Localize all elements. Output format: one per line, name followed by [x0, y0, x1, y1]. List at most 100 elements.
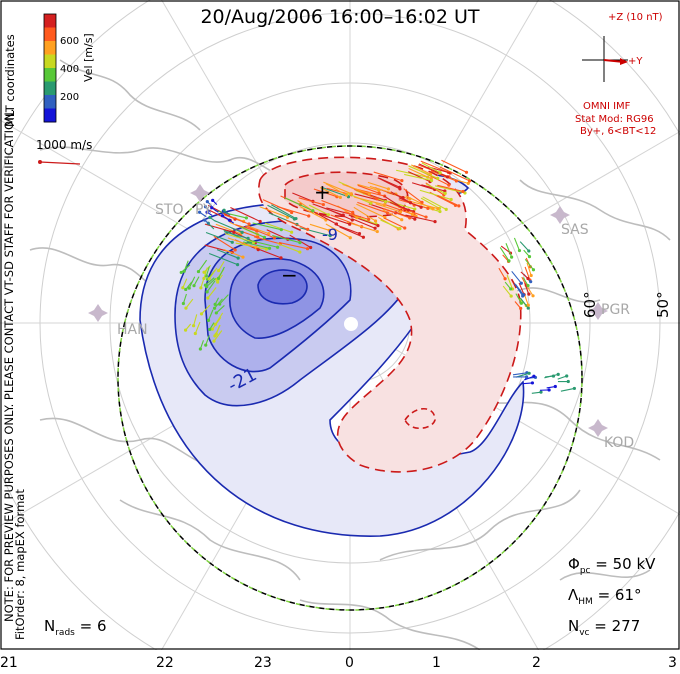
velocity-vector-origin [526, 306, 530, 310]
velocity-vector-origin [187, 286, 191, 290]
velocity-vector-origin [214, 311, 218, 315]
velocity-vector-origin [258, 219, 262, 224]
velocity-vector-origin [348, 222, 352, 226]
velocity-vector [198, 259, 208, 272]
velocity-vector [285, 219, 308, 230]
velocity-vector-origin [376, 224, 380, 228]
velocity-vector-origin [183, 328, 188, 332]
velocity-vector-origin [355, 216, 359, 220]
velocity-vector-origin [373, 226, 377, 230]
velocity-vector [354, 196, 385, 206]
velocity-vector-origin [216, 280, 220, 284]
velocity-vector [318, 213, 350, 225]
station-label-han: HAN [117, 322, 148, 338]
velocity-vector-origin [227, 218, 231, 222]
velocity-vector-origin [205, 200, 209, 204]
velocity-vector-origin [433, 220, 437, 224]
velocity-vector-origin [527, 249, 531, 253]
velocity-vector [375, 203, 401, 213]
velocity-vector-origin [524, 375, 529, 379]
velocity-vector [544, 373, 559, 379]
velocity-vector-origin [344, 193, 349, 197]
velocity-vector-origin [375, 197, 379, 201]
velocity-vector [259, 206, 288, 218]
velocity-vector-origin [349, 192, 353, 196]
velocity-vector-origin [507, 259, 511, 263]
velocity-vector-origin [290, 210, 294, 215]
velocity-vector-origin [373, 219, 378, 223]
velocity-vector-origin [179, 270, 183, 275]
velocity-vector-origin [210, 327, 214, 331]
velocity-vector-origin [246, 236, 250, 240]
velocity-vector [382, 207, 410, 219]
velocity-vector [373, 171, 403, 182]
velocity-vector [249, 239, 278, 248]
velocity-vector-origin [217, 269, 221, 273]
velocity-vector [352, 218, 376, 229]
imf-clock [582, 36, 628, 82]
stat-lambda-value: = 61° [597, 586, 642, 604]
velocity-vector-origin [443, 191, 447, 195]
velocity-vector [519, 241, 530, 252]
station-label-sas: SAS [561, 222, 589, 238]
mlt-label-0: 0 [345, 655, 354, 671]
velocity-vector [384, 217, 405, 229]
velocity-vector-origin [309, 245, 313, 250]
velocity-vector-origin [290, 230, 294, 234]
velocity-vector [515, 293, 522, 304]
velocity-vector-origin [400, 179, 404, 183]
velocity-vector-origin [198, 210, 202, 214]
velocity-vector-origin [240, 230, 244, 234]
station-label-pgr: PGR [601, 302, 630, 318]
velocity-vector [339, 226, 364, 238]
velocity-vector-origin [192, 324, 196, 328]
velocity-vector-origin [198, 347, 202, 351]
velocity-vector-origin [182, 269, 186, 273]
velocity-vector [426, 183, 446, 194]
velocity-vector-origin [449, 197, 453, 202]
velocity-vector [396, 211, 416, 220]
velocity-vector-origin [222, 208, 226, 212]
colorbar-tick-400: 400 [60, 64, 80, 75]
velocity-vector [252, 222, 282, 231]
colorbar-swatch [44, 54, 56, 69]
velocity-vector-origin [438, 171, 442, 175]
velocity-vector-origin [361, 235, 365, 239]
velocity-vector [356, 203, 386, 218]
velocity-vector [367, 181, 389, 190]
velocity-vector-origin [531, 268, 536, 272]
velocity-vector [182, 293, 187, 304]
velocity-vector [201, 304, 211, 315]
velocity-vector [319, 186, 341, 198]
velocity-vector-origin [445, 175, 450, 179]
velocity-vector-origin [403, 226, 407, 230]
mlt-label-3: 3 [668, 655, 677, 671]
velocity-vector [235, 224, 257, 232]
velocity-vector [437, 195, 460, 207]
stat-phi-sub: pc [579, 566, 591, 576]
velocity-vector [435, 185, 466, 194]
velocity-vector [418, 163, 448, 178]
velocity-vector [511, 270, 522, 284]
velocity-vector-origin [267, 232, 271, 236]
map-title: 20/Aug/2006 16:00–16:02 UT [200, 6, 480, 28]
velocity-vector-origin [199, 286, 203, 290]
velocity-vector [216, 249, 239, 259]
velocity-vector-origin [398, 210, 403, 214]
velocity-vector-origin [298, 250, 302, 254]
velocity-vector-origin [204, 274, 208, 278]
velocity-vector-origin [572, 386, 576, 391]
velocity-vector [344, 211, 369, 220]
velocity-vector-origin [519, 306, 523, 310]
velocity-vector [346, 221, 378, 233]
velocity-vector-origin [420, 200, 424, 204]
velocity-vector [312, 210, 337, 225]
velocity-vector [518, 282, 525, 295]
velocity-vector-origin [202, 276, 206, 281]
velocity-vector-origin [208, 215, 212, 220]
velocity-vector [383, 199, 415, 210]
velocity-vector-origin [466, 181, 470, 185]
velocity-vector [313, 188, 338, 198]
velocity-vector [499, 247, 510, 262]
velocity-vector-origin [398, 187, 402, 191]
